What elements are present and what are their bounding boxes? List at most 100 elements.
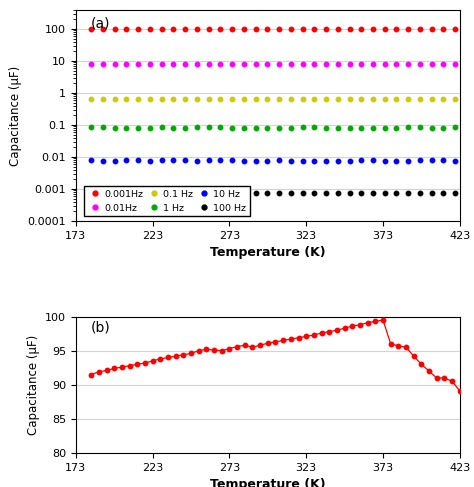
0.01Hz bbox=[358, 61, 364, 67]
0.1 Hz bbox=[253, 96, 258, 102]
Y-axis label: Capacitance (μF): Capacitance (μF) bbox=[9, 65, 22, 166]
Text: (b): (b) bbox=[91, 321, 111, 335]
10 Hz bbox=[358, 157, 364, 163]
1 Hz bbox=[241, 125, 246, 131]
0.1 Hz bbox=[112, 96, 118, 102]
0.01Hz bbox=[288, 61, 293, 67]
0.1 Hz bbox=[335, 96, 341, 102]
0.1 Hz bbox=[358, 96, 364, 102]
0.1 Hz bbox=[241, 96, 246, 102]
10 Hz bbox=[417, 157, 423, 163]
X-axis label: Temperature (K): Temperature (K) bbox=[210, 246, 326, 259]
Line: 10 Hz: 10 Hz bbox=[89, 158, 457, 163]
0.1 Hz bbox=[88, 96, 94, 102]
0.1 Hz bbox=[206, 96, 211, 102]
100 Hz bbox=[218, 190, 223, 196]
1 Hz bbox=[311, 125, 317, 131]
Line: 0.01Hz: 0.01Hz bbox=[89, 62, 457, 67]
100 Hz bbox=[171, 190, 176, 196]
0.001Hz bbox=[171, 26, 176, 32]
100 Hz bbox=[112, 190, 118, 196]
10 Hz bbox=[346, 158, 352, 164]
0.01Hz bbox=[452, 61, 458, 67]
0.01Hz bbox=[382, 61, 388, 67]
10 Hz bbox=[229, 157, 235, 163]
0.001Hz bbox=[358, 26, 364, 32]
100 Hz bbox=[147, 190, 153, 196]
0.001Hz bbox=[417, 26, 423, 32]
0.01Hz bbox=[370, 61, 376, 67]
0.01Hz bbox=[346, 61, 352, 67]
0.1 Hz bbox=[229, 96, 235, 102]
0.1 Hz bbox=[171, 96, 176, 102]
0.1 Hz bbox=[323, 96, 329, 102]
1 Hz bbox=[335, 125, 341, 131]
0.01Hz bbox=[182, 61, 188, 67]
1 Hz bbox=[323, 125, 329, 131]
100 Hz bbox=[124, 190, 129, 196]
100 Hz bbox=[393, 190, 399, 196]
0.01Hz bbox=[147, 61, 153, 67]
0.001Hz bbox=[112, 26, 118, 32]
0.001Hz bbox=[241, 26, 246, 32]
0.01Hz bbox=[335, 61, 341, 67]
0.1 Hz bbox=[417, 96, 423, 102]
10 Hz bbox=[159, 158, 164, 164]
0.01Hz bbox=[218, 61, 223, 67]
0.1 Hz bbox=[182, 96, 188, 102]
1 Hz bbox=[452, 125, 458, 131]
100 Hz bbox=[206, 190, 211, 196]
0.001Hz bbox=[335, 26, 341, 32]
10 Hz bbox=[135, 157, 141, 163]
100 Hz bbox=[194, 190, 200, 196]
0.001Hz bbox=[311, 26, 317, 32]
100 Hz bbox=[229, 190, 235, 196]
0.01Hz bbox=[405, 61, 411, 67]
0.1 Hz bbox=[370, 96, 376, 102]
0.001Hz bbox=[264, 26, 270, 32]
0.001Hz bbox=[276, 26, 282, 32]
X-axis label: Temperature (K): Temperature (K) bbox=[210, 478, 326, 487]
1 Hz bbox=[206, 125, 211, 131]
0.01Hz bbox=[88, 61, 94, 67]
0.1 Hz bbox=[393, 96, 399, 102]
0.1 Hz bbox=[159, 96, 164, 102]
0.1 Hz bbox=[264, 96, 270, 102]
1 Hz bbox=[276, 125, 282, 131]
100 Hz bbox=[264, 190, 270, 196]
0.01Hz bbox=[264, 61, 270, 67]
0.001Hz bbox=[441, 26, 447, 32]
0.1 Hz bbox=[124, 96, 129, 102]
1 Hz bbox=[194, 125, 200, 131]
Y-axis label: Capacitance (μF): Capacitance (μF) bbox=[27, 335, 39, 435]
1 Hz bbox=[112, 125, 118, 131]
0.001Hz bbox=[405, 26, 411, 32]
100 Hz bbox=[370, 190, 376, 196]
1 Hz bbox=[171, 125, 176, 131]
0.1 Hz bbox=[441, 96, 447, 102]
100 Hz bbox=[159, 190, 164, 196]
10 Hz bbox=[441, 157, 447, 163]
0.01Hz bbox=[300, 61, 305, 67]
100 Hz bbox=[346, 190, 352, 196]
0.001Hz bbox=[452, 26, 458, 32]
10 Hz bbox=[112, 158, 118, 164]
10 Hz bbox=[253, 158, 258, 164]
10 Hz bbox=[276, 157, 282, 163]
1 Hz bbox=[370, 125, 376, 131]
0.01Hz bbox=[393, 61, 399, 67]
0.1 Hz bbox=[276, 96, 282, 102]
0.001Hz bbox=[382, 26, 388, 32]
10 Hz bbox=[218, 157, 223, 163]
10 Hz bbox=[311, 158, 317, 164]
1 Hz bbox=[417, 125, 423, 131]
10 Hz bbox=[335, 158, 341, 164]
1 Hz bbox=[147, 125, 153, 131]
1 Hz bbox=[382, 125, 388, 131]
10 Hz bbox=[182, 157, 188, 163]
0.1 Hz bbox=[218, 96, 223, 102]
100 Hz bbox=[100, 190, 106, 196]
0.01Hz bbox=[100, 61, 106, 67]
0.001Hz bbox=[323, 26, 329, 32]
Line: 0.001Hz: 0.001Hz bbox=[89, 27, 457, 31]
